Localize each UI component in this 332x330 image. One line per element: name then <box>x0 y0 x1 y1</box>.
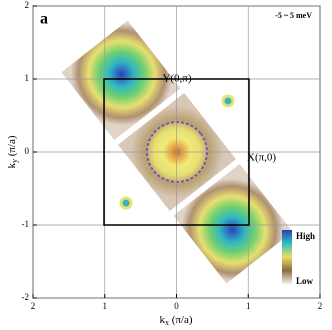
x-tick-label: 0 <box>174 301 179 311</box>
x-tick-label: 2 <box>31 301 36 311</box>
pocket <box>221 94 235 108</box>
x-tick-label: 1 <box>103 301 108 311</box>
annotation: X(π,0) <box>247 152 276 164</box>
zone-box <box>103 78 250 226</box>
colorbar <box>282 230 292 284</box>
colorbar-label: Low <box>296 276 314 286</box>
y-tick-label: 1 <box>25 73 30 83</box>
fermi-contour <box>146 121 208 183</box>
x-tick-label: 2 <box>318 301 323 311</box>
lower-map <box>173 163 293 284</box>
upper-map <box>61 20 181 141</box>
x-tick-label: 1 <box>246 301 251 311</box>
energy-window: -5 ~ 5 meV <box>275 11 312 20</box>
y-tick-label: -1 <box>22 219 30 229</box>
colorbar-label: High <box>296 231 315 241</box>
pocket <box>119 196 133 210</box>
x-axis-label: kx (π/a) <box>159 314 192 327</box>
panel-label: a <box>40 11 48 28</box>
y-tick-label: 2 <box>25 0 30 10</box>
y-tick-label: -2 <box>22 292 30 302</box>
y-axis-label: ky (π/a) <box>6 135 19 168</box>
y-tick-label: 0 <box>25 146 30 156</box>
annotation: Y(0,π) <box>162 73 191 85</box>
